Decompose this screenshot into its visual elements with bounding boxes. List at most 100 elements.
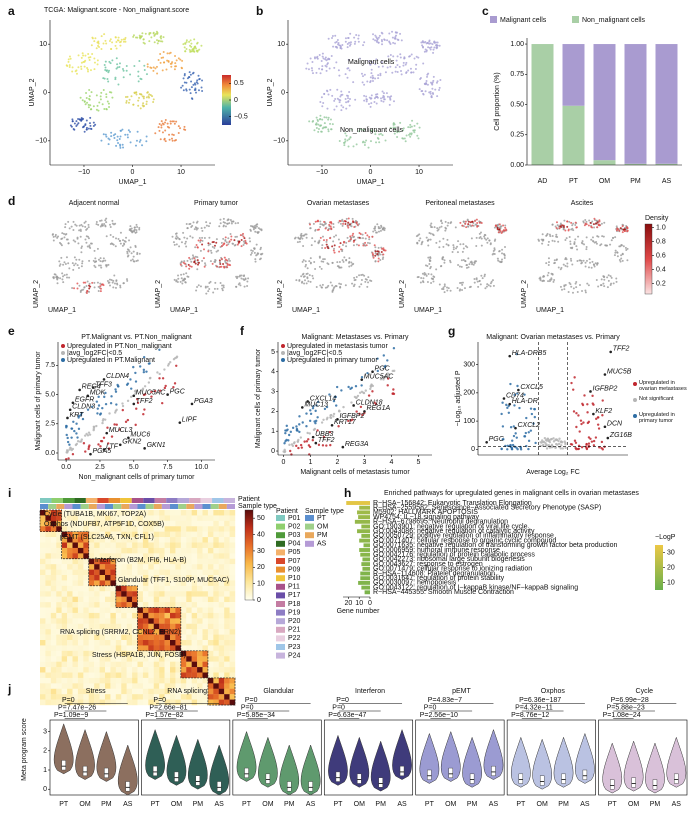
- heatmap-cell: [218, 591, 225, 597]
- heatmap-cell: [121, 683, 127, 689]
- scatter-point: [342, 405, 345, 409]
- umap-cell: [476, 222, 479, 225]
- gene-label: ZG16B: [609, 432, 633, 439]
- heatmap-cell: [61, 694, 68, 700]
- heatmap-cell: [50, 623, 57, 630]
- umap-cell: [91, 53, 94, 56]
- umap-cell: [593, 241, 596, 244]
- umap-cell: [471, 261, 474, 264]
- heatmap-cell: [99, 607, 106, 614]
- umap-cell: [253, 247, 256, 250]
- scatter-point: [332, 399, 336, 403]
- heatmap-cell: [50, 661, 57, 668]
- heatmap-cell: [202, 569, 209, 576]
- heatmap-cell: [115, 531, 122, 538]
- umap-cell: [228, 259, 231, 262]
- umap-cell: [145, 100, 148, 103]
- heatmap-cell: [132, 569, 138, 576]
- umap-cell: [584, 261, 587, 264]
- heatmap-cell: [77, 602, 84, 608]
- heatmap-cell: [159, 553, 165, 559]
- legend-swatch: [276, 652, 285, 659]
- umap-cell: [410, 132, 413, 135]
- heatmap-cell: [218, 677, 225, 684]
- umap-cell: [188, 88, 191, 91]
- scatter-point: [534, 441, 537, 445]
- umap-cell: [234, 244, 237, 247]
- heatmap-cell: [67, 607, 73, 614]
- umap-cell: [73, 287, 76, 290]
- umap-cell: [194, 83, 197, 86]
- colorbar-label: 0.2: [656, 280, 666, 287]
- heatmap-cell: [153, 683, 160, 689]
- heatmap-cell: [218, 629, 225, 635]
- heatmap-cell: [213, 510, 219, 516]
- heatmap-cell: [115, 580, 122, 587]
- umap-cell: [199, 285, 202, 288]
- umap-cell: [473, 281, 476, 284]
- heatmap-cell: [153, 547, 160, 554]
- heatmap-cell: [132, 553, 138, 559]
- umap-cell: [420, 90, 423, 93]
- heatmap-cell: [132, 656, 138, 662]
- scatter-point: [596, 423, 600, 426]
- umap-cell: [76, 264, 79, 267]
- heatmap-cell: [94, 634, 100, 641]
- umap-cell: [388, 103, 391, 106]
- heatmap-cell: [126, 661, 133, 668]
- heatmap-cell: [115, 575, 122, 581]
- umap-cell: [440, 220, 443, 223]
- umap-cell: [405, 134, 408, 137]
- heatmap-cell: [148, 602, 154, 608]
- gene-point: [603, 373, 607, 376]
- gene-label: KRT: [69, 412, 84, 419]
- umap-cell: [86, 290, 89, 293]
- x-tick-label: OM: [628, 801, 639, 808]
- heatmap-cell: [40, 564, 46, 570]
- legend-label: Malignant cells: [500, 17, 547, 24]
- umap-cell: [620, 254, 623, 257]
- heatmap-cell: [121, 515, 127, 522]
- umap-cell: [449, 261, 452, 264]
- x-tick-label: PT: [516, 801, 526, 808]
- umap-cell: [427, 46, 430, 49]
- heatmap-cell: [191, 569, 198, 576]
- umap-cell: [361, 75, 364, 78]
- gene-point: [143, 447, 146, 450]
- umap-cell: [396, 135, 399, 138]
- umap-cell: [252, 228, 255, 231]
- heatmap-cell: [77, 618, 84, 624]
- umap-cell: [429, 48, 432, 51]
- umap-cell: [323, 220, 326, 223]
- umap-cell: [366, 241, 369, 244]
- p-value: P=6.63e−47: [328, 712, 366, 719]
- umap-cell: [566, 265, 569, 268]
- scatter-point: [95, 424, 98, 428]
- umap-cell: [105, 108, 108, 111]
- umap-cell: [75, 69, 78, 72]
- heatmap-cell: [202, 542, 209, 549]
- umap-cell: [144, 32, 147, 35]
- umap-cell: [193, 50, 196, 53]
- heatmap-cell: [175, 634, 182, 641]
- umap-cell: [612, 282, 615, 285]
- umap-cell: [447, 221, 450, 224]
- facet-frame: [323, 719, 414, 796]
- gene-label: CLDN4: [106, 373, 129, 380]
- heatmap-cell: [170, 575, 176, 581]
- umap-cell: [571, 291, 574, 294]
- scatter-point: [591, 394, 594, 398]
- umap-cell: [348, 44, 351, 47]
- scatter-point: [80, 440, 83, 443]
- heatmap-cell: [197, 612, 203, 619]
- umap-cell: [222, 237, 225, 240]
- heatmap-cell: [56, 575, 62, 581]
- umap-cell: [162, 51, 165, 54]
- x-tick-label: OM: [262, 801, 273, 808]
- umap-cell: [382, 248, 385, 251]
- heatmap-cell: [229, 677, 236, 684]
- scatter-point: [307, 438, 310, 441]
- heatmap-cell: [137, 580, 144, 587]
- umap-cell: [325, 243, 328, 246]
- heatmap-cell: [72, 531, 79, 538]
